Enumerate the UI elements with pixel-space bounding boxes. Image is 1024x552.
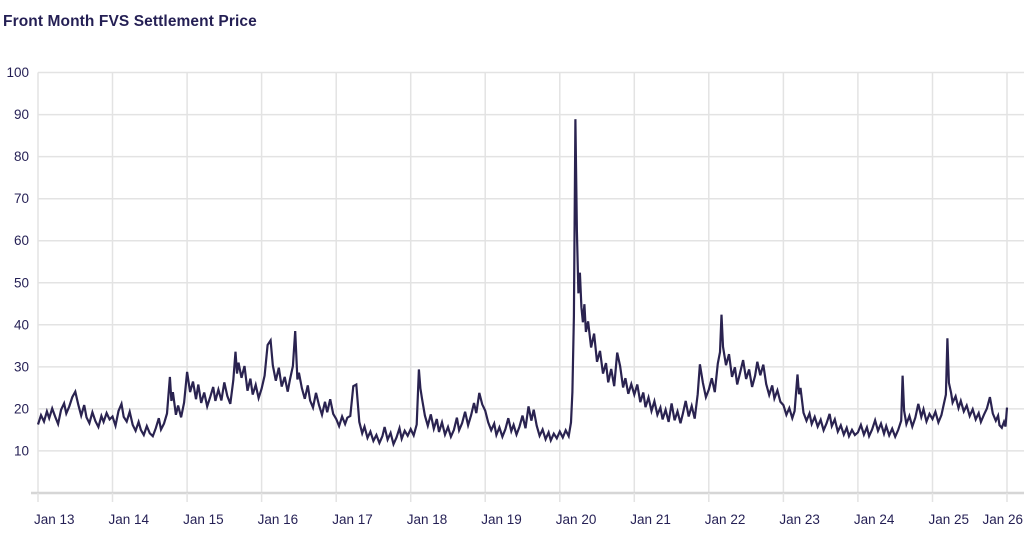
y-tick-label: 30	[14, 359, 29, 374]
x-tick-label: Jan 19	[481, 512, 522, 527]
x-tick-label: Jan 15	[183, 512, 224, 527]
x-tick-label: Jan 21	[630, 512, 671, 527]
y-tick-label: 50	[14, 275, 29, 290]
y-tick-label: 80	[14, 149, 29, 164]
y-tick-label: 10	[14, 443, 29, 458]
chart-title: Front Month FVS Settlement Price	[3, 13, 257, 30]
y-tick-label: 70	[14, 191, 29, 206]
x-tick-label: Jan 18	[407, 512, 448, 527]
x-tick-label: Jan 24	[854, 512, 895, 527]
y-tick-label: 20	[14, 401, 29, 416]
y-tick-label: 60	[14, 233, 29, 248]
y-tick-label: 90	[14, 107, 29, 122]
y-tick-label: 40	[14, 317, 29, 332]
x-tick-label: Jan 25	[929, 512, 970, 527]
price-line	[36, 119, 1009, 448]
x-tick-label: Jan 20	[556, 512, 597, 527]
x-tick-label: Jan 22	[705, 512, 746, 527]
x-tick-label: Jan 17	[332, 512, 373, 527]
x-tick-label: Jan 26	[982, 512, 1023, 527]
x-tick-label: Jan 13	[34, 512, 75, 527]
y-tick-label: 100	[6, 65, 29, 80]
x-tick-label: Jan 14	[109, 512, 150, 527]
x-tick-label: Jan 16	[258, 512, 299, 527]
x-tick-label: Jan 23	[779, 512, 820, 527]
